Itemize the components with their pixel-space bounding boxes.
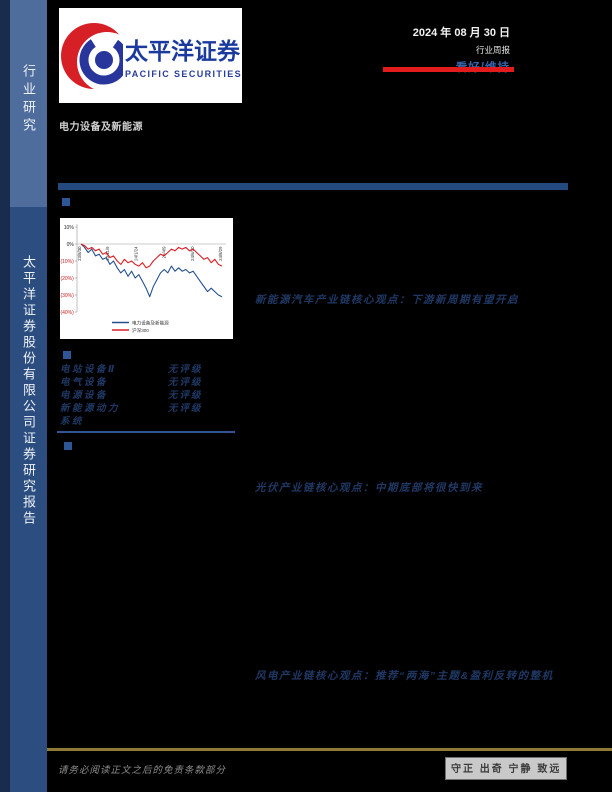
svg-text:(20%): (20%): [60, 276, 74, 282]
table-row: 电气设备 无评级: [60, 376, 235, 389]
company-logo: 太平洋证券 PACIFIC SECURITIES: [59, 8, 242, 103]
logo-chinese-name: 太平洋证券: [125, 38, 240, 64]
section-title: 新能源汽车产业链核心观点：下游新周期有望开启: [255, 294, 519, 306]
svg-text:(10%): (10%): [60, 259, 74, 265]
ratings-section-bullet-icon: [63, 351, 71, 359]
industry-name-cell: 电站设备Ⅱ: [60, 364, 117, 375]
svg-text:24/8/29: 24/8/29: [218, 246, 223, 261]
svg-text:(40%): (40%): [60, 310, 74, 316]
disclaimer-text: 请务必阅读正文之后的免责条款部分: [58, 765, 227, 776]
sidebar-industry-research-band: 行业研究: [10, 0, 47, 207]
logo-text-block: 太平洋证券 PACIFIC SECURITIES: [125, 32, 241, 79]
subindustry-rating-table: 电站设备Ⅱ 无评级 电气设备 无评级 电源设备 无评级 新能源动力系统 无评级: [57, 363, 235, 433]
page-edge-strip: [0, 0, 10, 792]
report-date: 2024 年 08 月 30 日: [412, 27, 510, 39]
industry-name-cell: 电源设备: [60, 390, 109, 401]
motto-badge: 守正 出奇 宁静 致远: [445, 757, 568, 780]
svg-text:24/6/20: 24/6/20: [190, 246, 195, 261]
svg-text:24/4/9: 24/4/9: [162, 246, 167, 259]
industry-rating-cell: 无评级: [168, 364, 203, 375]
sidebar-bottom-label: 太平洋证券股份有限公司证券研究报告: [21, 255, 36, 527]
industry-rating-cell: 无评级: [168, 403, 203, 414]
svg-text:0%: 0%: [67, 242, 75, 248]
footer-divider-line: [47, 748, 612, 751]
sidebar-top-label: 行业研究: [21, 64, 36, 136]
table-row: 电源设备 无评级: [60, 389, 235, 402]
table-row: 电站设备Ⅱ 无评级: [60, 363, 235, 376]
pacific-securities-logo-icon: [61, 23, 123, 92]
industry-name-cell: 电气设备: [60, 377, 109, 388]
svg-text:23/11/9: 23/11/9: [105, 246, 110, 261]
motto-text: 守正 出奇 宁静 致远: [451, 764, 562, 775]
section-title: 光伏产业链核心观点：中期底部将很快到来: [255, 482, 483, 494]
chart-section-bullet-icon: [62, 198, 70, 206]
performance-chart: 10% 0% (10%) (20%) (30%) (40%) 23/8/30 23/11/9 2…: [60, 218, 233, 339]
industry-name-label: 电力设备及新能源: [59, 122, 143, 133]
svg-text:电力设备及新能源: 电力设备及新能源: [132, 319, 169, 326]
industry-rating-cell: 无评级: [168, 377, 203, 388]
svg-text:沪深300: 沪深300: [132, 327, 149, 334]
svg-text:(30%): (30%): [60, 293, 74, 299]
report-type: 行业周报: [475, 45, 510, 55]
svg-text:24/1/24: 24/1/24: [133, 246, 138, 261]
industry-rating-cell: 无评级: [168, 390, 203, 401]
section-title: 风电产业链核心观点：推荐“两海”主题&盈利反转的整机: [255, 670, 554, 682]
logo-english-name: PACIFIC SECURITIES: [125, 69, 243, 79]
svg-text:23/8/30: 23/8/30: [77, 246, 82, 261]
rating-underline-bar: [383, 67, 514, 72]
related-section-bullet-icon: [64, 442, 72, 450]
section-divider-bar: [58, 183, 568, 190]
sidebar-company-band: 太平洋证券股份有限公司证券研究报告: [10, 207, 47, 792]
perf-chart-svg: 10% 0% (10%) (20%) (30%) (40%) 23/8/30 23/11/9 2…: [60, 224, 226, 334]
industry-name-cell: 新能源动力系统: [60, 403, 121, 427]
table-row: 新能源动力系统 无评级: [60, 402, 235, 428]
svg-text:10%: 10%: [64, 225, 75, 231]
